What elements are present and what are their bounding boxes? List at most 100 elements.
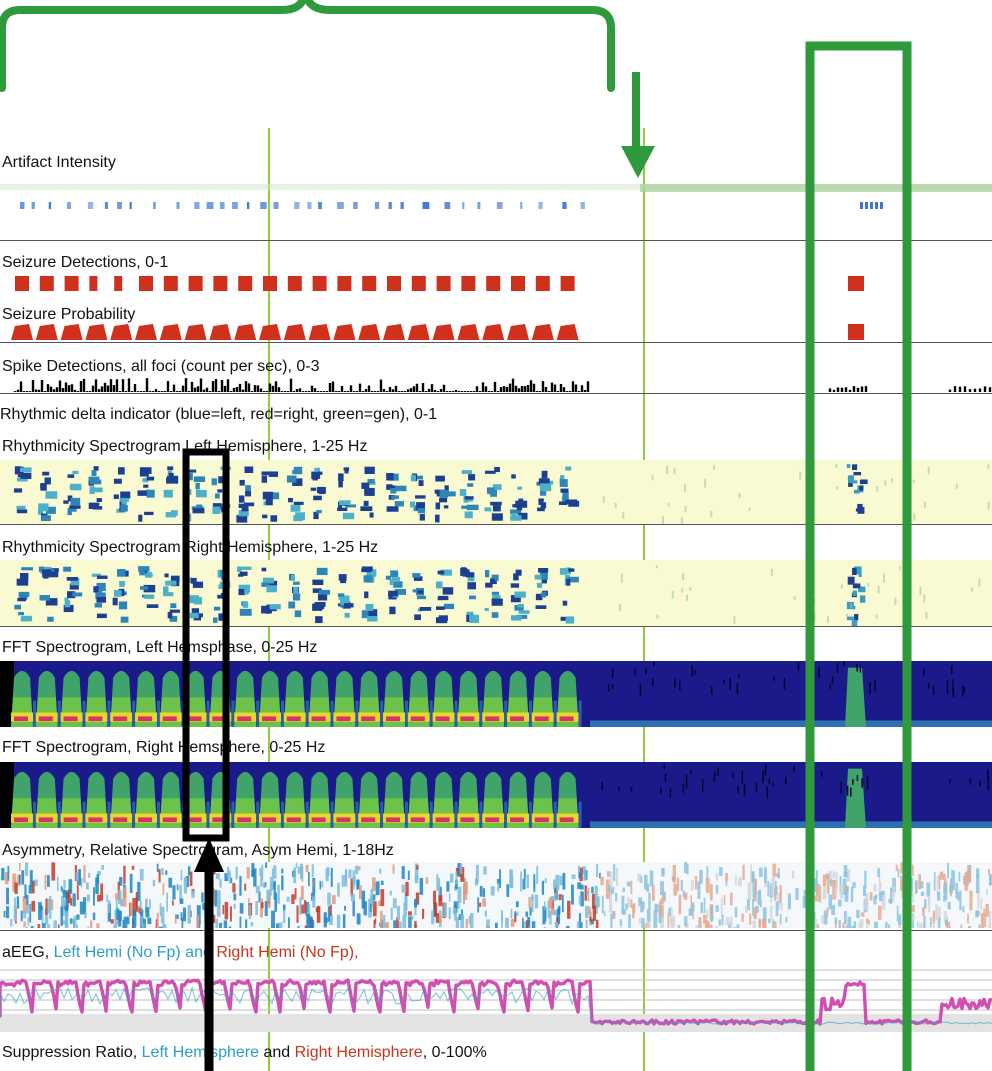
asym-pixel xyxy=(96,874,100,885)
asym-pixel xyxy=(123,916,128,928)
asym-pixel xyxy=(643,874,648,890)
asym-pixel xyxy=(38,902,42,920)
asym-pixel xyxy=(680,879,683,891)
rhythmicity-blob xyxy=(117,467,125,475)
rhythmicity-blob xyxy=(89,479,102,485)
asym-pixel xyxy=(866,923,869,928)
rhythmicity-blob xyxy=(311,471,321,479)
seizure-detection-block xyxy=(188,276,203,291)
fft-dark-streak xyxy=(928,682,930,689)
rhythmicity-noise xyxy=(884,480,887,486)
rhythmicity-blob xyxy=(485,570,490,578)
rhythmicity-blob xyxy=(361,568,372,573)
fft-burst-red xyxy=(559,817,574,823)
rhythmicity-blob xyxy=(139,586,149,590)
asym-pixel xyxy=(523,868,526,879)
rhythmicity-blob xyxy=(466,498,473,502)
artifact-tick xyxy=(880,202,883,209)
rhythmicity-blob xyxy=(293,581,300,585)
asym-pixel xyxy=(698,917,702,928)
fft-burst-red xyxy=(534,817,549,823)
asym-pixel xyxy=(380,889,385,907)
rhythmicity-blob xyxy=(20,472,32,479)
rhythmicity-blob xyxy=(310,487,317,491)
artifact-tick xyxy=(337,202,344,209)
asym-pixel xyxy=(215,873,220,880)
rhythmicity-blob xyxy=(96,613,107,619)
asym-pixel xyxy=(807,877,811,884)
rhythmicity-blob xyxy=(21,567,34,571)
rhythmicity-blob xyxy=(492,505,501,512)
fft-burst-red xyxy=(386,716,400,722)
asym-pixel xyxy=(969,890,973,911)
asym-pixel xyxy=(695,925,699,928)
asym-pixel xyxy=(844,910,847,925)
rhythmicity-blob xyxy=(113,590,122,597)
asym-pixel xyxy=(667,913,670,928)
fft-dark-streak xyxy=(611,684,614,690)
suppression-and: and xyxy=(259,1044,295,1061)
fft-gap xyxy=(529,700,532,727)
asym-pixel xyxy=(21,870,25,885)
asym-pixel xyxy=(270,881,273,892)
asym-pixel xyxy=(770,898,773,903)
seizure-probability-hump xyxy=(531,324,554,340)
asym-pixel xyxy=(779,913,782,925)
asym-pixel xyxy=(358,885,362,900)
fft-gap xyxy=(355,700,359,727)
asym-pixel xyxy=(414,898,418,908)
fft-dark-streak xyxy=(946,680,949,695)
fft-dark-streak xyxy=(682,783,685,793)
asym-pixel xyxy=(985,888,989,895)
asym-pixel xyxy=(904,874,909,882)
asym-pixel xyxy=(589,916,592,922)
rhythmicity-blob xyxy=(238,588,246,596)
rhythmicity-blob xyxy=(138,566,150,572)
fft-burst-red xyxy=(510,716,524,722)
asym-pixel xyxy=(116,908,120,920)
rhythmicity-blob xyxy=(295,512,306,521)
asym-pixel xyxy=(590,918,595,925)
seizure-detection-block xyxy=(560,276,575,291)
fft-dark-streak xyxy=(820,771,823,777)
rhythmicity-blob xyxy=(67,591,76,599)
rhythmicity-noise xyxy=(684,505,687,513)
asym-pixel xyxy=(767,881,770,897)
asym-pixel xyxy=(248,904,252,920)
fft-gap xyxy=(454,700,458,727)
rhythmicity-blob xyxy=(146,604,159,608)
rhythmicity-blob xyxy=(393,581,403,588)
asym-pixel xyxy=(132,898,136,917)
rhythmicity-blob xyxy=(416,595,427,600)
fft-dark-streak xyxy=(660,787,662,794)
rhythmicity-blob xyxy=(443,505,449,509)
rhythmicity-blob xyxy=(117,568,126,577)
asym-pixel xyxy=(31,900,36,912)
fft-dark-streak xyxy=(785,776,787,785)
seizure-detection-block xyxy=(213,276,228,291)
rhythmicity-noise xyxy=(891,478,894,483)
asym-pixel xyxy=(187,905,191,924)
seizure-detection-block xyxy=(461,276,476,291)
rhythmicity-blob xyxy=(146,476,155,481)
rhythmicity-blob xyxy=(40,484,46,488)
asym-pixel xyxy=(633,903,636,913)
asym-pixel xyxy=(846,924,849,928)
asym-pixel xyxy=(312,896,316,908)
rhythmicity-blob xyxy=(390,570,399,578)
rhythmicity-left-spectrogram xyxy=(0,460,992,524)
asym-pixel xyxy=(746,899,750,911)
artifact-tick xyxy=(48,202,52,209)
asym-pixel xyxy=(356,913,361,925)
seizure-probability-hump xyxy=(457,324,480,340)
rhythmicity-blob xyxy=(394,501,404,507)
asym-pixel xyxy=(29,870,33,887)
asym-pixel xyxy=(638,897,643,907)
asym-pixel xyxy=(750,864,753,884)
rhythmicity-blob xyxy=(392,577,400,581)
asym-pixel xyxy=(977,888,980,909)
asym-pixel xyxy=(553,879,556,890)
fft-dark-streak xyxy=(663,764,666,770)
asym-pixel xyxy=(721,914,724,926)
asym-pixel xyxy=(557,905,561,915)
